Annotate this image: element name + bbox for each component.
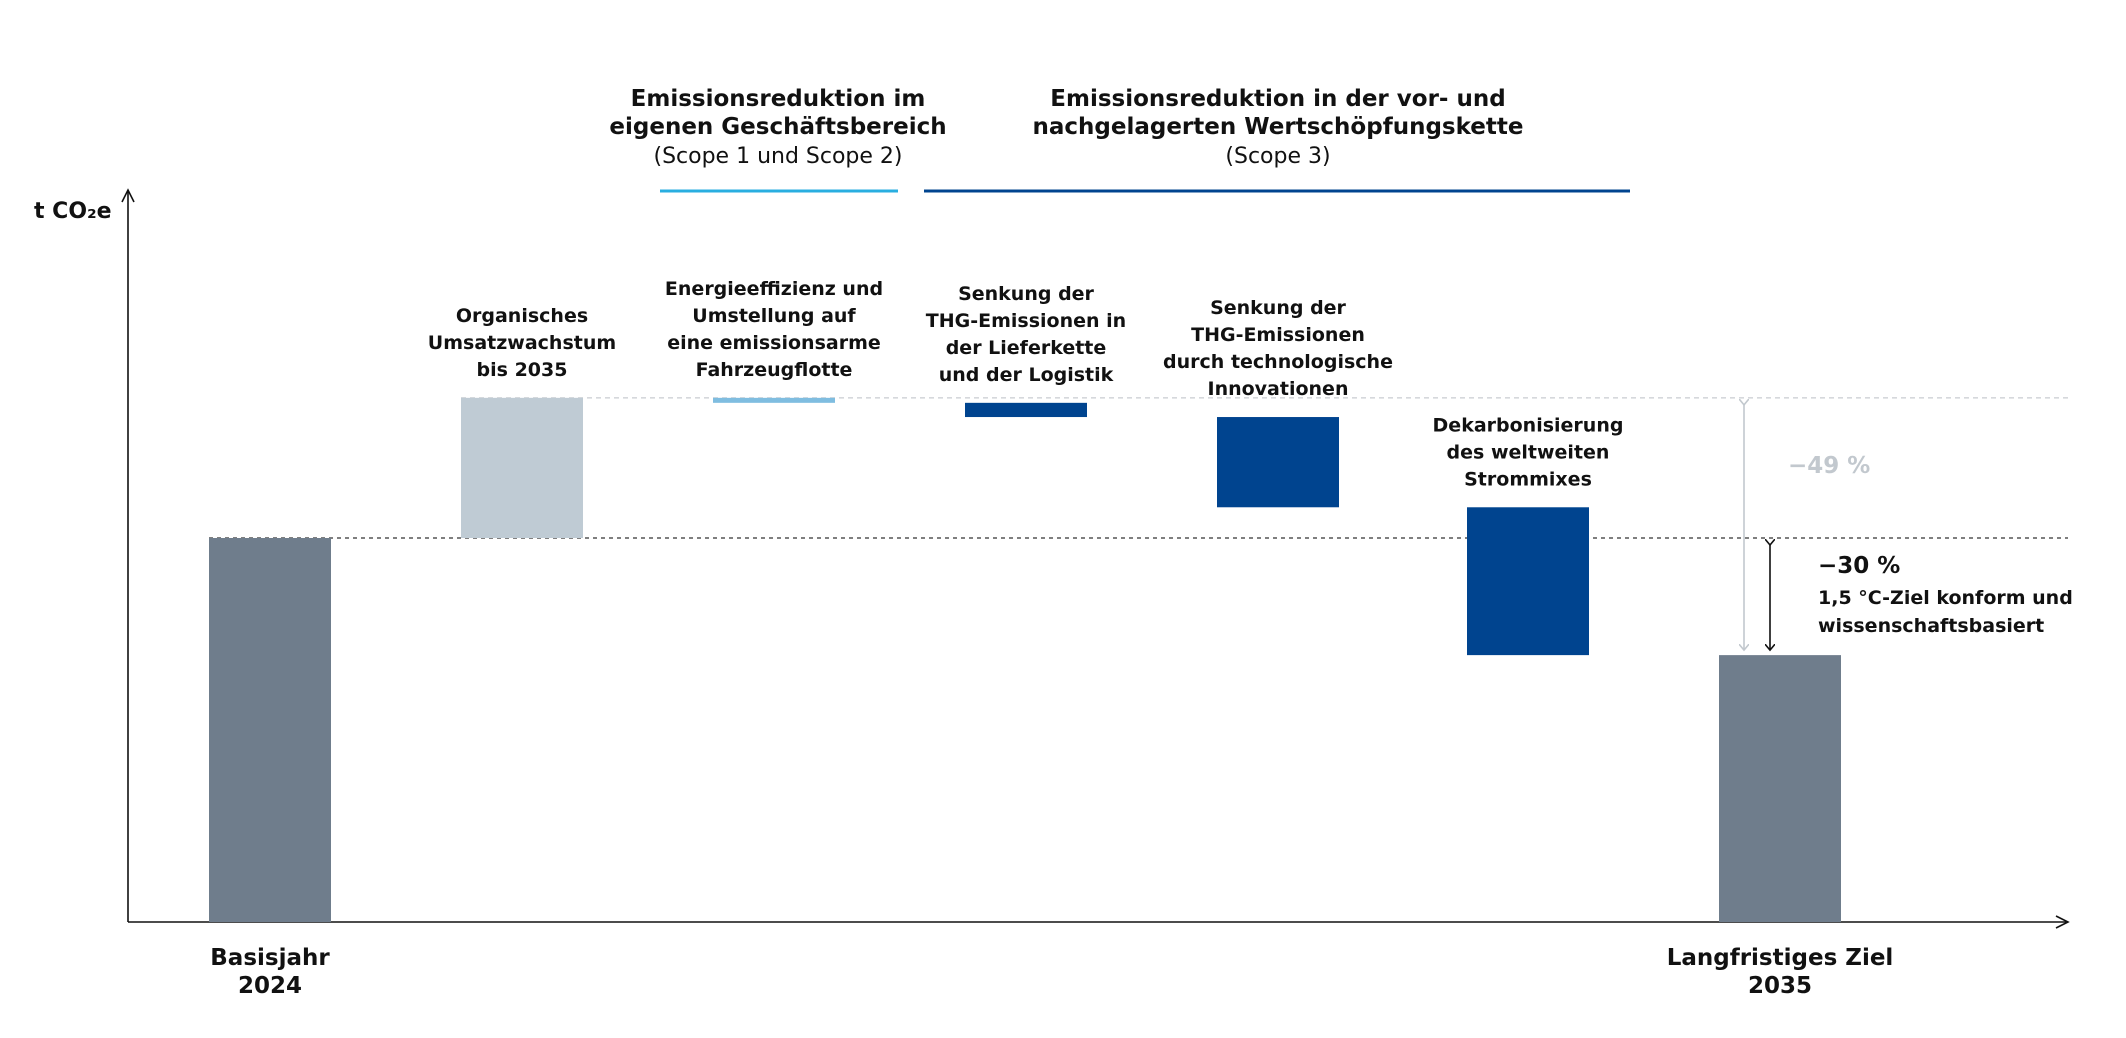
- bar-label-line: Senkung der: [1210, 297, 1346, 319]
- bar-label-line: bis 2035: [477, 359, 568, 381]
- bar-label-line: eine emissionsarme: [667, 332, 881, 354]
- bar-label-line: Senkung der: [958, 283, 1094, 305]
- total-bar: [1719, 655, 1841, 922]
- x-tick-label: Langfristiges Ziel: [1667, 945, 1894, 971]
- x-tick-label: 2035: [1748, 973, 1812, 999]
- bar-label-line: Dekarbonisierung: [1433, 414, 1624, 436]
- total-bar: [209, 538, 331, 922]
- bar-label-line: Organisches: [456, 305, 588, 327]
- group-title-line: Emissionsreduktion in der vor- und: [1050, 86, 1505, 112]
- delta-bar: [461, 397, 583, 538]
- minus49-label: −49 %: [1788, 453, 1870, 479]
- x-tick-label: 2024: [238, 973, 302, 999]
- group-title-line: Emissionsreduktion im: [631, 86, 926, 112]
- bar-label-line: und der Logistik: [939, 364, 1114, 386]
- delta-bar: [1467, 507, 1589, 656]
- x-tick-label: Basisjahr: [210, 945, 330, 971]
- group-scope-label: (Scope 1 und Scope 2): [653, 144, 902, 169]
- target-note-line: 1,5 °C-Ziel konform und: [1818, 587, 2073, 609]
- group-scope-label: (Scope 3): [1225, 144, 1330, 169]
- minus30-label: −30 %: [1818, 553, 1900, 579]
- bar-label-line: durch technologische: [1163, 351, 1393, 373]
- y-axis-label: t CO₂e: [34, 199, 112, 224]
- bar-label-line: THG-Emissionen: [1191, 324, 1365, 346]
- target-note-line: wissenschaftsbasiert: [1818, 615, 2044, 637]
- group-title-line: nachgelagerten Wertschöpfungskette: [1033, 114, 1524, 140]
- bar-label-line: der Lieferkette: [946, 337, 1107, 359]
- bar-label-line: THG-Emissionen in: [926, 310, 1126, 332]
- bar-label-line: Fahrzeugflotte: [696, 359, 853, 381]
- bar-label-line: des weltweiten: [1447, 441, 1610, 463]
- delta-bar: [1217, 417, 1339, 508]
- bar-label-line: Umsatzwachstum: [428, 332, 616, 354]
- bar-label-line: Strommixes: [1464, 468, 1592, 490]
- bar-label-line: Innovationen: [1208, 378, 1349, 400]
- group-title-line: eigenen Geschäftsbereich: [609, 114, 946, 140]
- delta-bar: [713, 397, 835, 403]
- bar-label-line: Energieeffizienz und: [665, 278, 883, 300]
- x-axis-arrow-icon: [2055, 915, 2070, 929]
- y-axis-arrow-icon: [121, 188, 135, 203]
- delta-bar: [965, 402, 1087, 418]
- bar-label-line: Umstellung auf: [692, 305, 856, 327]
